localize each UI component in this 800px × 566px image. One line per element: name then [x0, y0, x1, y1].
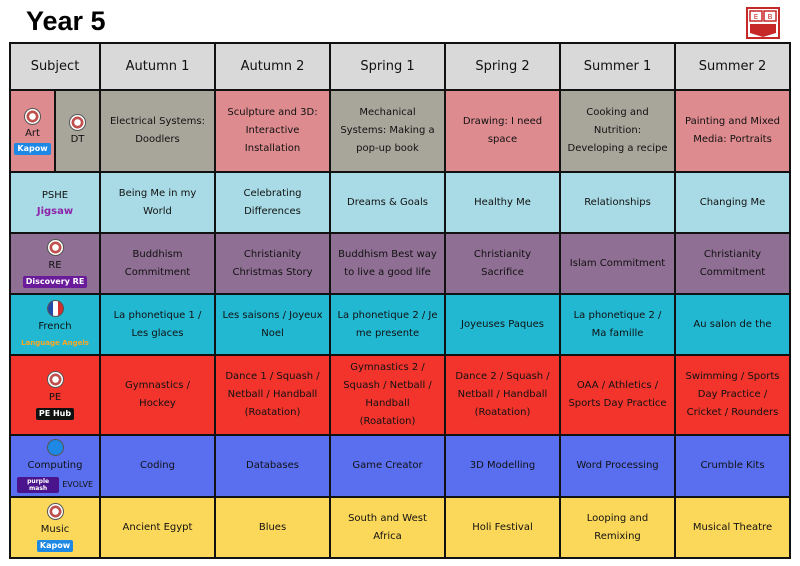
header-spring-2: Spring 2 — [444, 42, 561, 91]
subject-label-music: Music — [40, 524, 70, 535]
subject-label-french: French — [38, 321, 72, 332]
cell-music-summer-2: Musical Theatre — [674, 496, 791, 559]
cell-pe-summer-2: Swimming / Sports Day Practice / Cricket… — [674, 354, 791, 436]
cell-pshe-summer-2: Changing Me — [674, 171, 791, 234]
cell-art-summer-2: Painting and Mixed Media: Portraits — [674, 89, 791, 173]
cell-computing-summer-2: Crumble Kits — [674, 434, 791, 498]
dt-subject: DT — [54, 91, 99, 171]
subject-cell-french: French Language Angels — [9, 293, 101, 356]
subject-cell-pshe: PSHE Jigsaw — [9, 171, 101, 234]
cell-pe-spring-1: Gymnastics 2 / Squash / Netball / Handba… — [329, 354, 446, 436]
header-autumn-1: Autumn 1 — [99, 42, 216, 91]
pe-hub-logo-icon: PE Hub — [35, 407, 75, 420]
cell-re-autumn-1: Buddhism Commitment — [99, 232, 216, 295]
school-crest-icon: E B — [746, 7, 780, 39]
subject-cell-music: Music Kapow — [9, 496, 101, 559]
cell-art-spring-2: Drawing: I need space — [444, 89, 561, 173]
header-summer-1: Summer 1 — [559, 42, 676, 91]
subject-cell-re: RE Discovery RE — [9, 232, 101, 295]
cell-computing-summer-1: Word Processing — [559, 434, 676, 498]
header-summer-2: Summer 2 — [674, 42, 791, 91]
cell-re-spring-2: Christianity Sacrifice — [444, 232, 561, 295]
language-angels-logo-icon: Language Angels — [21, 339, 89, 347]
table-row: Art Kapow DT Electrical Systems: Doodler… — [9, 89, 791, 173]
kapow-logo-icon: Kapow — [36, 540, 74, 552]
header-subject: Subject — [9, 42, 101, 91]
header-autumn-2: Autumn 2 — [214, 42, 331, 91]
cell-computing-autumn-1: Coding — [99, 434, 216, 498]
cell-computing-spring-2: 3D Modelling — [444, 434, 561, 498]
cell-art-autumn-1: Electrical Systems: Doodlers — [99, 89, 216, 173]
subject-label-art: Art — [25, 127, 40, 139]
cell-art-spring-1: Mechanical Systems: Making a pop-up book — [329, 89, 446, 173]
cell-french-summer-2: Au salon de the — [674, 293, 791, 356]
cell-music-autumn-1: Ancient Egypt — [99, 496, 216, 559]
dt-badge-icon — [69, 113, 86, 131]
jigsaw-logo-icon: Jigsaw — [36, 206, 74, 217]
cell-music-summer-1: Looping and Remixing — [559, 496, 676, 559]
cell-art-summer-1: Cooking and Nutrition: Developing a reci… — [559, 89, 676, 173]
evolve-logo-icon: EVOLVE — [62, 479, 93, 489]
cell-pe-summer-1: OAA / Athletics / Sports Day Practice — [559, 354, 676, 436]
cell-pshe-summer-1: Relationships — [559, 171, 676, 234]
table-row: Computing purple mash EVOLVE Coding Data… — [9, 434, 791, 498]
cell-computing-autumn-2: Databases — [214, 434, 331, 498]
table-row: Music Kapow Ancient Egypt Blues South an… — [9, 496, 791, 559]
cell-pe-autumn-2: Dance 1 / Squash / Netball / Handball (R… — [214, 354, 331, 436]
subject-label-re: RE — [48, 260, 62, 271]
svg-text:E: E — [754, 13, 758, 21]
cell-french-summer-1: La phonetique 2 / Ma famille — [559, 293, 676, 356]
cell-pshe-autumn-2: Celebrating Differences — [214, 171, 331, 234]
cell-music-spring-2: Holi Festival — [444, 496, 561, 559]
cell-pe-autumn-1: Gymnastics / Hockey — [99, 354, 216, 436]
header-row: Subject Autumn 1 Autumn 2 Spring 1 Sprin… — [9, 42, 791, 91]
pe-badge-icon — [46, 370, 64, 388]
cell-re-autumn-2: Christianity Christmas Story — [214, 232, 331, 295]
kapow-logo-icon: Kapow — [14, 142, 51, 155]
table-row: PSHE Jigsaw Being Me in my World Celebra… — [9, 171, 791, 234]
header-spring-1: Spring 1 — [329, 42, 446, 91]
curriculum-table: Subject Autumn 1 Autumn 2 Spring 1 Sprin… — [9, 42, 791, 559]
cell-re-summer-2: Christianity Commitment — [674, 232, 791, 295]
cell-computing-spring-1: Game Creator — [329, 434, 446, 498]
cell-french-spring-2: Joyeuses Paques — [444, 293, 561, 356]
cell-pshe-spring-1: Dreams & Goals — [329, 171, 446, 234]
cell-re-spring-1: Buddhism Best way to live a good life — [329, 232, 446, 295]
cell-re-summer-1: Islam Commitment — [559, 232, 676, 295]
purple-mash-logo-icon: purple mash — [17, 476, 60, 493]
cell-music-spring-1: South and West Africa — [329, 496, 446, 559]
subject-label-computing: Computing — [27, 459, 83, 471]
cell-pshe-autumn-1: Being Me in my World — [99, 171, 216, 234]
discovery-re-logo-icon: Discovery RE — [22, 276, 88, 288]
subject-cell-art-dt: Art Kapow DT — [9, 89, 101, 173]
cell-pshe-spring-2: Healthy Me — [444, 171, 561, 234]
cell-pe-spring-2: Dance 2 / Squash / Netball / Handball (R… — [444, 354, 561, 436]
subject-label-dt: DT — [70, 133, 85, 145]
page-title: Year 5 — [26, 6, 106, 36]
cell-art-autumn-2: Sculpture and 3D: Interactive Installati… — [214, 89, 331, 173]
cell-french-spring-1: La phonetique 2 / Je me presente — [329, 293, 446, 356]
art-badge-icon — [24, 107, 41, 125]
music-badge-icon — [46, 503, 64, 520]
table-row: French Language Angels La phonetique 1 /… — [9, 293, 791, 356]
computing-globe-icon — [46, 438, 64, 456]
cell-french-autumn-1: La phonetique 1 / Les glaces — [99, 293, 216, 356]
re-badge-icon — [46, 239, 64, 256]
art-subject: Art Kapow — [11, 91, 54, 171]
svg-text:B: B — [768, 13, 773, 21]
cell-music-autumn-2: Blues — [214, 496, 331, 559]
subject-cell-pe: PE PE Hub — [9, 354, 101, 436]
subject-label-pe: PE — [48, 391, 62, 403]
subject-label-pshe: PSHE — [41, 190, 69, 201]
table-row: RE Discovery RE Buddhism Commitment Chri… — [9, 232, 791, 295]
subject-cell-computing: Computing purple mash EVOLVE — [9, 434, 101, 498]
table-row: PE PE Hub Gymnastics / Hockey Dance 1 / … — [9, 354, 791, 436]
cell-french-autumn-2: Les saisons / Joyeux Noel — [214, 293, 331, 356]
french-flag-icon — [46, 300, 64, 317]
